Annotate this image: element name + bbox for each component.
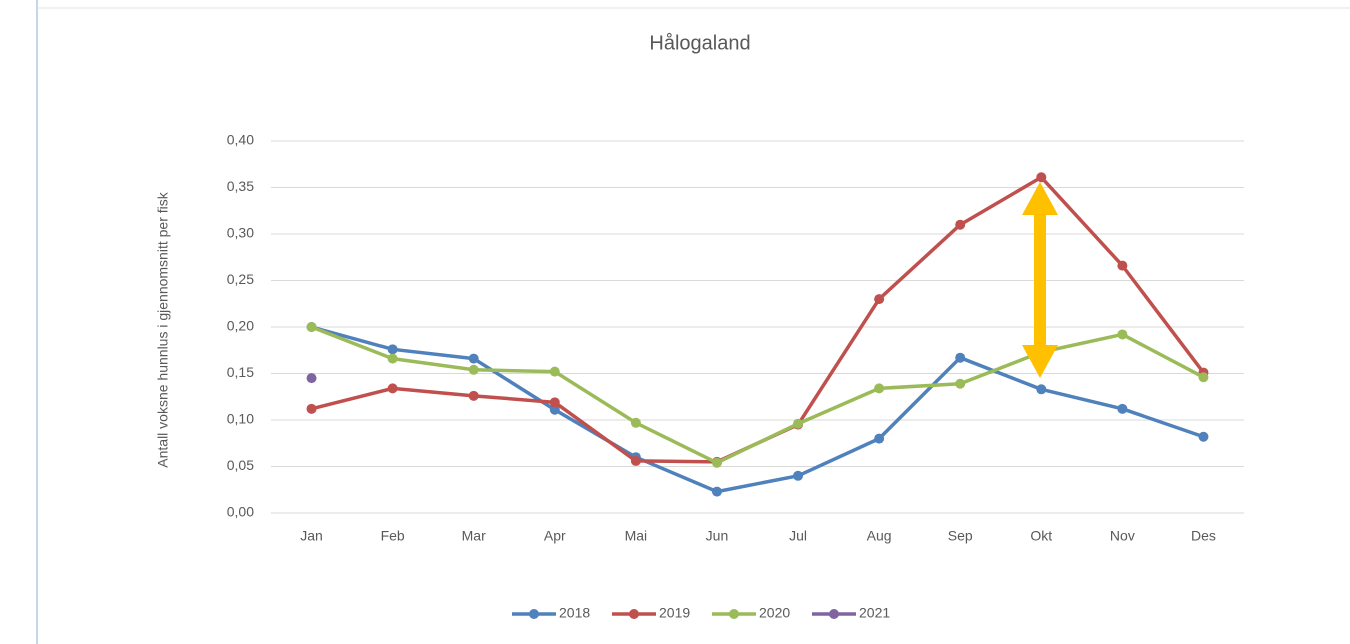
y-tick-label: 0,10	[227, 411, 254, 427]
plot: 0,00 0,05 0,10 0,15 0,20 0,25 0,30 0,35 0,40 Jan F…	[227, 132, 1244, 621]
legend-label: 2019	[659, 605, 690, 621]
marker	[387, 344, 398, 355]
marker	[387, 353, 398, 364]
marker	[549, 404, 560, 415]
x-tick-label: Jun	[706, 528, 729, 544]
marker	[874, 383, 885, 394]
marker	[630, 417, 641, 428]
x-tick-label: Apr	[544, 528, 566, 544]
marker	[1117, 260, 1128, 271]
y-tick-label: 0,30	[227, 225, 254, 241]
legend-marker	[629, 609, 639, 619]
y-tick-label: 0,35	[227, 178, 254, 194]
marker	[1117, 403, 1128, 414]
marker	[387, 383, 398, 394]
x-tick-label: Mar	[462, 528, 486, 544]
y-tick-label: 0,00	[227, 504, 254, 520]
legend-marker	[829, 609, 839, 619]
chart-title: Hålogaland	[649, 32, 750, 54]
x-tick-label: Aug	[867, 528, 892, 544]
legend-marker	[729, 609, 739, 619]
legend-label: 2018	[559, 605, 590, 621]
legend-label: 2020	[759, 605, 790, 621]
x-tick-label: Feb	[381, 528, 405, 544]
marker	[549, 366, 560, 377]
x-tick-label: Mai	[625, 528, 648, 544]
legend-marker	[529, 609, 539, 619]
x-tick-label: Sep	[948, 528, 973, 544]
marker	[793, 470, 804, 481]
y-tick-label: 0,20	[227, 318, 254, 334]
series-line	[311, 175, 1205, 464]
marker	[1117, 329, 1128, 340]
marker	[306, 322, 317, 332]
x-tick-label: Nov	[1110, 528, 1135, 544]
marker	[874, 294, 885, 305]
y-axis-label: Antall voksne hunnlus i gjennomsnitt per…	[155, 191, 171, 467]
marker	[711, 457, 722, 468]
y-tick-label: 0,05	[227, 457, 254, 473]
marker	[468, 390, 479, 401]
series-line	[311, 325, 1205, 494]
arrow	[1022, 182, 1058, 378]
marker	[955, 219, 966, 230]
marker	[955, 352, 966, 363]
marker	[549, 397, 560, 408]
marker	[1198, 431, 1209, 442]
x-tick-label: Jul	[789, 528, 807, 544]
x-tick-label: Okt	[1030, 528, 1052, 544]
y-tick-label: 0,25	[227, 271, 254, 287]
marker	[1036, 384, 1047, 395]
marker	[874, 433, 885, 444]
marker	[711, 486, 722, 497]
marker	[306, 403, 317, 414]
legend-label: 2021	[859, 605, 890, 621]
marker	[1036, 172, 1047, 183]
marker	[630, 455, 641, 466]
y-tick-label: 0,40	[227, 132, 254, 148]
marker	[306, 373, 317, 384]
x-tick-label: Jan	[300, 528, 323, 544]
marker	[955, 378, 966, 389]
marker	[1198, 372, 1209, 383]
y-tick-label: 0,15	[227, 364, 254, 380]
marker	[468, 353, 479, 364]
marker	[793, 418, 804, 429]
x-tick-label: Des	[1191, 528, 1216, 544]
marker	[468, 364, 479, 375]
